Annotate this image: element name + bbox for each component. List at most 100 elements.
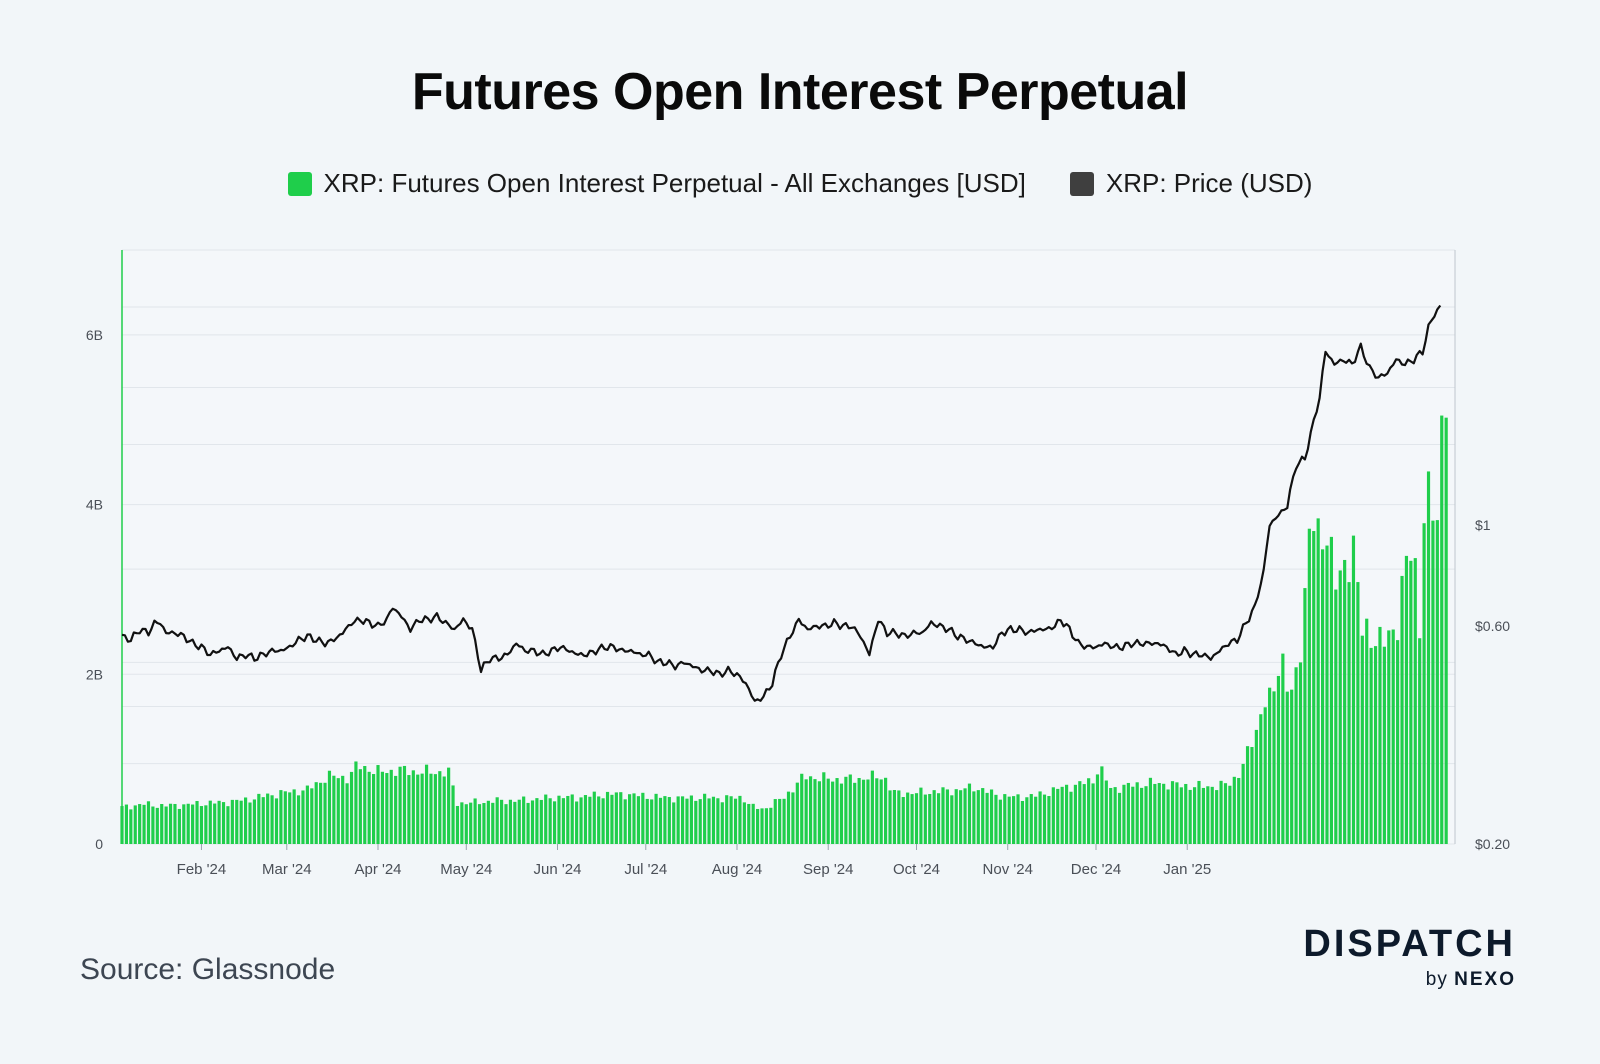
oi-bar <box>424 764 429 844</box>
oi-bar <box>1254 729 1258 844</box>
oi-bar <box>1153 783 1157 844</box>
oi-bar <box>336 778 340 844</box>
oi-bar <box>1422 523 1426 844</box>
oi-bar <box>1166 789 1170 844</box>
oi-bar <box>605 791 610 844</box>
oi-bar <box>266 793 270 844</box>
oi-bar <box>1365 618 1369 844</box>
oi-bar <box>1303 588 1307 844</box>
oi-bar <box>1082 784 1086 844</box>
oi-bar <box>716 798 720 844</box>
oi-bar <box>199 806 204 844</box>
oi-bar <box>800 773 804 844</box>
oi-bar <box>1263 707 1267 844</box>
oi-bar <box>354 761 358 844</box>
oi-bar <box>950 795 954 844</box>
oi-bar <box>548 798 552 844</box>
oi-bar <box>455 805 460 844</box>
oi-bar <box>1135 782 1139 844</box>
oi-bar <box>1122 784 1126 844</box>
oi-bar <box>1206 786 1210 844</box>
oi-bar <box>853 782 857 844</box>
oi-bar <box>985 792 989 844</box>
brand-logo: DISPATCH by NEXO <box>1303 925 1516 991</box>
oi-bar <box>367 771 371 844</box>
oi-bar <box>632 793 636 844</box>
oi-bar <box>919 787 923 844</box>
brand-by: by <box>1425 969 1448 990</box>
oi-bar <box>835 778 839 844</box>
oi-bar <box>1312 531 1316 844</box>
x-tick-label: Mar '24 <box>262 861 312 878</box>
oi-bar <box>901 797 905 844</box>
oi-bar <box>601 798 605 844</box>
oi-bar <box>1126 782 1130 844</box>
y-left-tick-label: 2B <box>86 666 103 682</box>
oi-bar <box>1188 789 1192 844</box>
chart-title: Futures Open Interest Perpetual <box>411 63 1189 121</box>
oi-bar <box>552 801 557 844</box>
oi-bar <box>1201 787 1205 844</box>
oi-bar <box>526 802 530 844</box>
oi-bar <box>742 802 746 844</box>
oi-bar <box>191 804 195 844</box>
oi-bar <box>1285 691 1289 844</box>
x-tick-label: Nov '24 <box>983 861 1033 878</box>
oi-bar <box>1091 783 1095 844</box>
oi-bar <box>884 777 888 844</box>
oi-bar <box>270 795 274 844</box>
oi-bar <box>870 770 874 844</box>
oi-bar <box>1325 545 1329 844</box>
x-tick-label: Feb '24 <box>177 861 227 878</box>
oi-bar <box>848 774 852 844</box>
oi-bar <box>544 794 548 844</box>
oi-bar <box>1276 675 1281 844</box>
oi-bar <box>981 788 985 844</box>
oi-bar <box>1060 786 1064 844</box>
oi-bar <box>689 795 693 844</box>
oi-bar <box>676 796 680 844</box>
oi-bar <box>1029 794 1033 844</box>
oi-bar <box>1294 667 1298 844</box>
x-tick-label: Jun '24 <box>534 861 582 878</box>
oi-bar <box>138 804 142 844</box>
oi-bar <box>508 799 513 844</box>
oi-bar <box>301 790 305 844</box>
oi-bar <box>248 802 252 844</box>
oi-bar <box>588 796 592 844</box>
brand-company: NEXO <box>1454 969 1516 990</box>
oi-bar <box>698 799 702 844</box>
oi-bar <box>1140 787 1144 844</box>
oi-bar <box>1162 783 1166 844</box>
oi-bar <box>402 765 407 844</box>
oi-bar <box>1290 689 1294 844</box>
oi-bar <box>164 806 168 844</box>
oi-bar <box>614 792 618 844</box>
x-tick-label: Jan '25 <box>1163 861 1211 878</box>
oi-bar <box>1100 766 1104 844</box>
oi-bar <box>323 782 327 844</box>
oi-bar <box>1223 783 1228 844</box>
x-tick-label: Aug '24 <box>712 861 762 878</box>
oi-bar <box>513 801 517 844</box>
oi-bar <box>226 806 230 844</box>
oi-bar <box>477 804 482 844</box>
brand-name: DISPATCH <box>1303 923 1516 965</box>
oi-bar <box>906 792 910 844</box>
oi-bar <box>217 800 221 844</box>
legend-item-open-interest[interactable]: XRP: Futures Open Interest Perpetual - A… <box>287 168 1026 199</box>
oi-bar <box>1020 800 1025 844</box>
oi-bar <box>1387 630 1391 844</box>
oi-bar <box>778 798 782 844</box>
plot-area <box>122 250 1455 844</box>
oi-bar <box>517 799 521 844</box>
oi-bar <box>1307 528 1311 844</box>
oi-bar <box>1016 794 1020 844</box>
oi-bar <box>539 799 543 844</box>
legend-item-price[interactable]: XRP: Price (USD) <box>1069 168 1312 199</box>
oi-bar <box>142 804 146 844</box>
oi-bar <box>782 798 786 844</box>
oi-bar <box>813 779 817 844</box>
oi-bar <box>1351 535 1356 844</box>
oi-bar <box>1215 790 1219 844</box>
